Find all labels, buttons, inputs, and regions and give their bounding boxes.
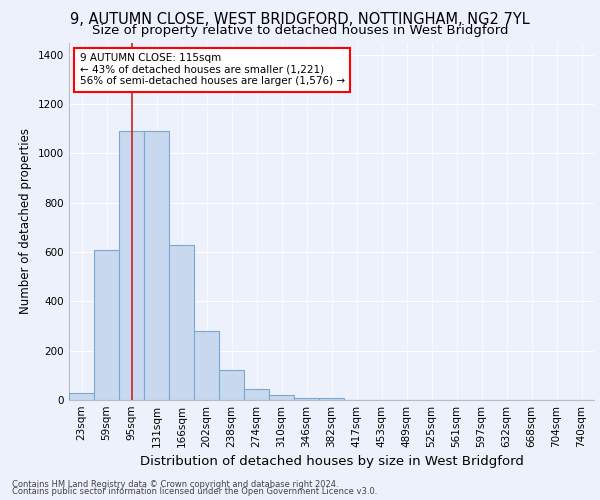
Bar	[294, 398, 319, 400]
Text: 9, AUTUMN CLOSE, WEST BRIDGFORD, NOTTINGHAM, NG2 7YL: 9, AUTUMN CLOSE, WEST BRIDGFORD, NOTTING…	[70, 12, 530, 26]
X-axis label: Distribution of detached houses by size in West Bridgford: Distribution of detached houses by size …	[140, 456, 523, 468]
Bar	[194, 331, 219, 400]
Bar	[244, 389, 269, 400]
Text: 9 AUTUMN CLOSE: 115sqm
← 43% of detached houses are smaller (1,221)
56% of semi-: 9 AUTUMN CLOSE: 115sqm ← 43% of detached…	[79, 53, 344, 86]
Text: Size of property relative to detached houses in West Bridgford: Size of property relative to detached ho…	[92, 24, 508, 37]
Bar	[269, 394, 294, 400]
Bar	[319, 398, 344, 400]
Bar	[69, 392, 94, 400]
Bar	[94, 250, 119, 400]
Bar	[219, 370, 244, 400]
Bar	[144, 132, 169, 400]
Bar	[169, 244, 194, 400]
Bar	[119, 132, 144, 400]
Text: Contains public sector information licensed under the Open Government Licence v3: Contains public sector information licen…	[12, 487, 377, 496]
Y-axis label: Number of detached properties: Number of detached properties	[19, 128, 32, 314]
Text: Contains HM Land Registry data © Crown copyright and database right 2024.: Contains HM Land Registry data © Crown c…	[12, 480, 338, 489]
